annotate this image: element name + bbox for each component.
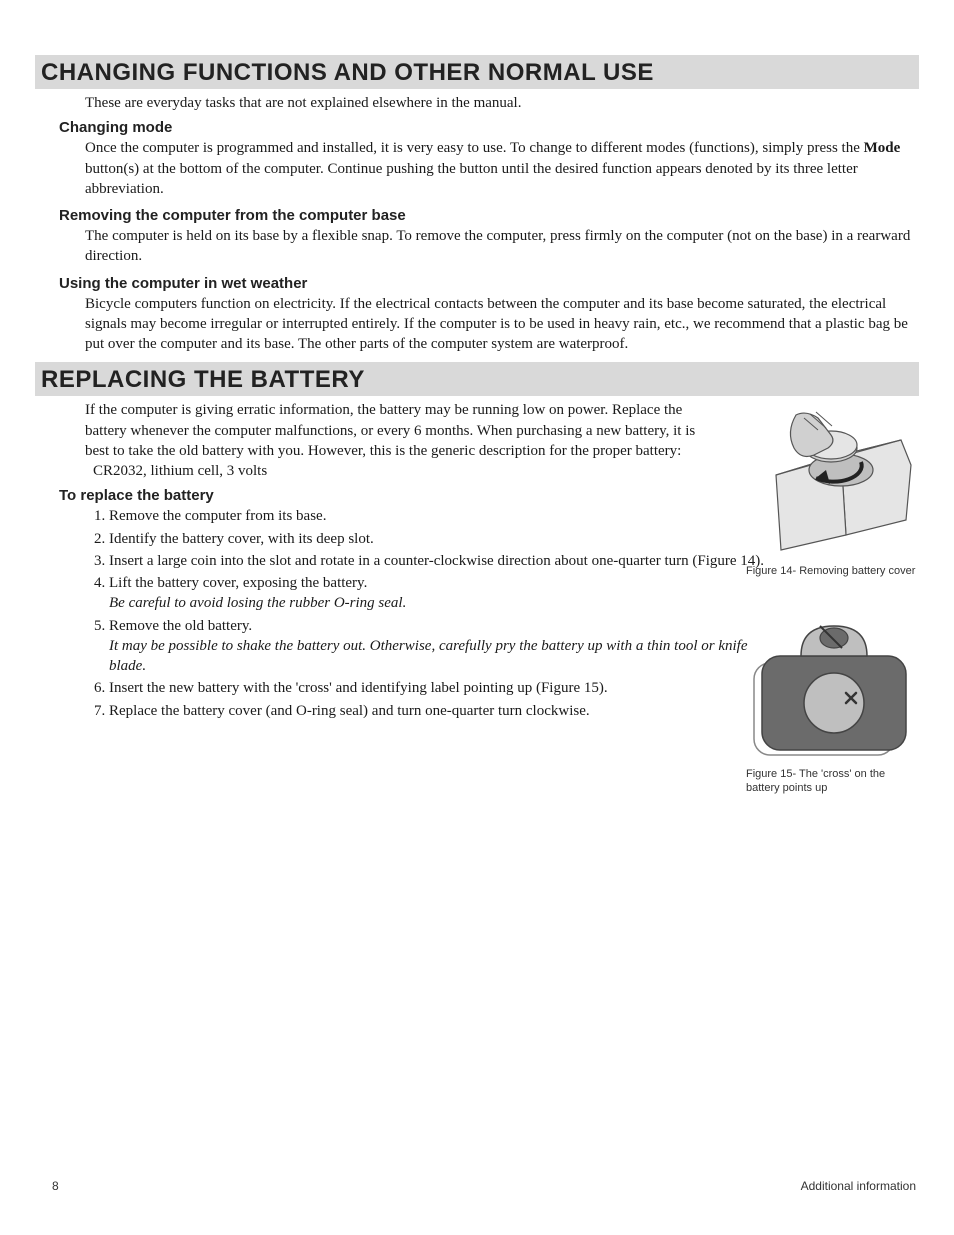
list-item: Insert the new battery with the 'cross' … <box>109 678 769 698</box>
step-note: It may be possible to shake the battery … <box>109 636 769 677</box>
step-text: Replace the battery cover (and O-ring se… <box>109 703 590 719</box>
intro-battery: If the computer is giving erratic inform… <box>85 400 705 461</box>
list-item: Lift the battery cover, exposing the bat… <box>109 573 769 614</box>
heading-replacing-battery: REPLACING THE BATTERY <box>35 362 919 396</box>
step-text: Identify the battery cover, with its dee… <box>109 531 374 547</box>
step-text: Lift the battery cover, exposing the bat… <box>109 575 367 591</box>
list-item: Replace the battery cover (and O-ring se… <box>109 701 769 721</box>
footer-section-label: Additional information <box>801 1179 916 1193</box>
subheading-removing: Removing the computer from the computer … <box>59 207 919 224</box>
list-item: Remove the old battery. It may be possibl… <box>109 616 769 677</box>
step-text: Remove the old battery. <box>109 618 252 634</box>
body-removing: The computer is held on its base by a fl… <box>85 226 919 267</box>
subheading-wet: Using the computer in wet weather <box>59 275 919 292</box>
step-text: Remove the computer from its base. <box>109 508 326 524</box>
figure-14-illustration <box>746 400 916 560</box>
figure-15: Figure 15- The 'cross' on the battery po… <box>746 608 916 796</box>
figure-15-illustration <box>746 608 916 763</box>
steps-list: Remove the computer from its base. Ident… <box>85 506 769 721</box>
list-item: Insert a large coin into the slot and ro… <box>109 551 769 571</box>
body-changing-mode: Once the computer is programmed and inst… <box>85 138 919 199</box>
step-note: Be careful to avoid losing the rubber O-… <box>109 593 769 613</box>
body-wet: Bicycle computers function on electricit… <box>85 294 919 355</box>
list-item: Identify the battery cover, with its dee… <box>109 529 769 549</box>
step-text: Insert the new battery with the 'cross' … <box>109 680 608 696</box>
body-post: button(s) at the bottom of the computer.… <box>85 161 858 197</box>
list-item: Remove the computer from its base. <box>109 506 769 526</box>
mode-bold: Mode <box>864 140 901 156</box>
heading-changing-functions: CHANGING FUNCTIONS AND OTHER NORMAL USE <box>35 55 919 89</box>
page-footer: 8 Additional information <box>52 1179 916 1193</box>
figure-15-caption: Figure 15- The 'cross' on the battery po… <box>746 767 916 796</box>
intro-text: These are everyday tasks that are not ex… <box>85 93 919 113</box>
subheading-changing-mode: Changing mode <box>59 119 919 136</box>
page-number: 8 <box>52 1179 59 1193</box>
figure-14: Figure 14- Removing battery cover <box>746 400 916 578</box>
step-text: Insert a large coin into the slot and ro… <box>109 553 764 569</box>
figure-14-caption: Figure 14- Removing battery cover <box>746 564 916 578</box>
body-pre: Once the computer is programmed and inst… <box>85 140 864 156</box>
